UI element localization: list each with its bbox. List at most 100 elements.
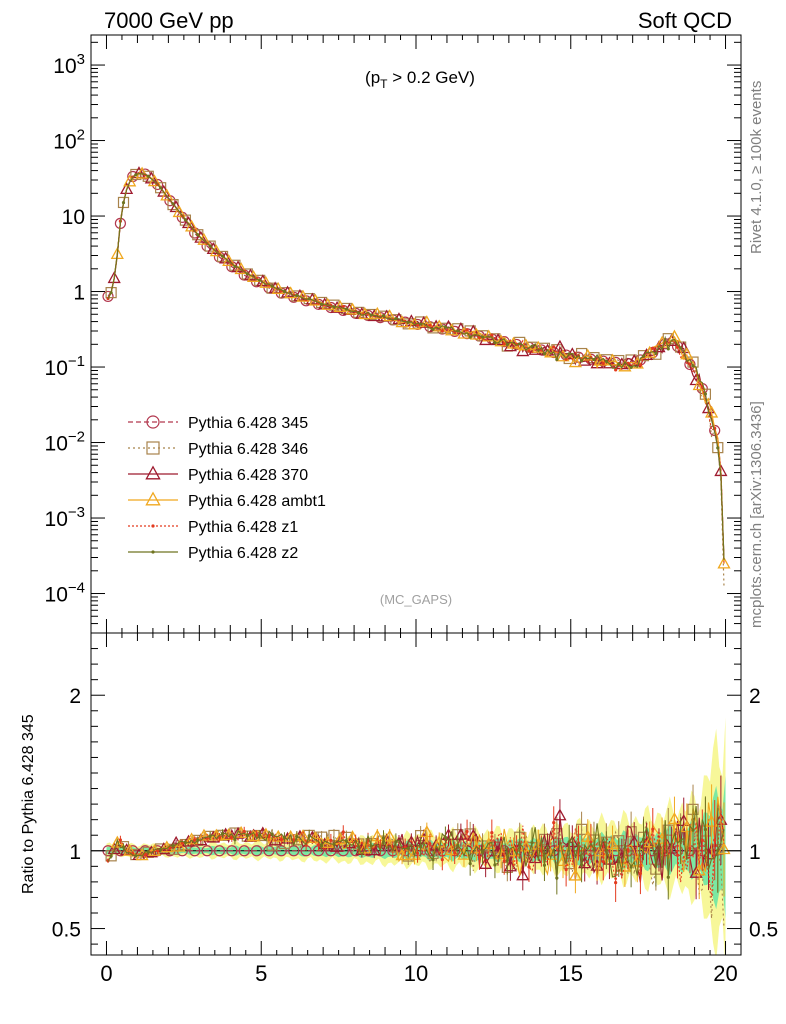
- ratio-y-tick-label-right: 1: [749, 841, 761, 864]
- ratio-point: [394, 840, 398, 844]
- data-point: [105, 287, 117, 299]
- ratio-y-tick-label-right: 2: [749, 685, 761, 708]
- y-tick-label: 103: [53, 51, 85, 78]
- ratio-point: [332, 842, 336, 846]
- legend-label: Pythia 6.428 z1: [188, 519, 298, 536]
- ratio-y-tick-label: 2: [69, 685, 81, 708]
- ratio-point: [270, 832, 274, 836]
- data-point: [357, 311, 361, 315]
- ratio-point: [357, 845, 361, 849]
- ratio-y-tick-label: 1: [69, 841, 81, 864]
- legend-label: Pythia 6.428 ambt1: [188, 493, 326, 510]
- x-tick-label: 5: [255, 961, 267, 986]
- data-point: [194, 230, 208, 243]
- ratio-point: [316, 843, 321, 847]
- ratio-point: [109, 854, 113, 858]
- ratio-point: [480, 850, 485, 854]
- ratio-point: [121, 845, 126, 849]
- ratio-point: [527, 865, 531, 869]
- data-point: [119, 182, 134, 195]
- ratio-point: [617, 855, 621, 860]
- ratio-point: [502, 859, 506, 863]
- x-tick-label: 0: [100, 961, 112, 986]
- ratio-point: [468, 862, 472, 866]
- ratio-point: [519, 839, 533, 852]
- ratio-point: [664, 841, 678, 854]
- data-point: [692, 378, 706, 391]
- ratio-point: [716, 848, 720, 853]
- pt-cut-annotation: (pT > 0.2 GeV): [365, 68, 475, 91]
- y-tick-label: 10: [62, 206, 85, 229]
- data-point: [542, 352, 547, 356]
- data-point: [567, 352, 571, 356]
- ratio-point: [654, 863, 658, 867]
- ratio-point: [465, 829, 469, 834]
- ratio-point: [601, 859, 605, 864]
- ratio-point: [415, 851, 420, 855]
- ratio-point: [530, 841, 534, 845]
- ratio-point: [267, 834, 271, 839]
- data-point: [494, 334, 508, 347]
- data-point: [493, 341, 497, 345]
- data-point: [468, 335, 472, 339]
- ratio-point: [105, 850, 117, 862]
- data-point: [102, 290, 114, 303]
- ratio-point: [518, 842, 522, 846]
- ratio-point: [319, 844, 324, 848]
- data-point: [184, 219, 199, 232]
- ratio-point: [143, 853, 147, 857]
- data-point: [160, 188, 174, 201]
- data-point: [552, 345, 556, 349]
- ratio-point: [226, 845, 238, 857]
- y-tick-label: 1: [73, 282, 85, 305]
- data-point: [540, 343, 555, 356]
- ratio-point: [552, 820, 556, 825]
- data-point: [381, 313, 386, 318]
- ratio-point: [295, 835, 299, 839]
- data-point: [505, 342, 509, 347]
- data-point: [319, 302, 324, 306]
- data-point: [502, 342, 506, 346]
- ratio-point: [419, 845, 423, 849]
- ratio-point: [679, 838, 683, 843]
- y-tick-label: 10−3: [45, 504, 85, 531]
- ratio-point: [477, 855, 482, 859]
- data-point: [431, 327, 435, 331]
- ratio-point: [196, 838, 200, 842]
- data-point: [638, 363, 643, 367]
- data-point: [344, 307, 348, 311]
- ratio-point: [493, 863, 497, 867]
- data-point: [123, 174, 137, 187]
- ratio-point: [406, 846, 410, 850]
- ratio-point: [420, 825, 434, 838]
- data-point: [270, 284, 274, 288]
- data-point: [666, 347, 670, 351]
- ratio-point: [146, 850, 150, 854]
- legend-label: Pythia 6.428 345: [188, 415, 308, 432]
- y-tick-label: 10−4: [45, 580, 85, 607]
- legend-label: Pythia 6.428 z2: [188, 545, 298, 562]
- data-point: [233, 264, 237, 269]
- ratio-point: [453, 851, 457, 855]
- data-point: [605, 353, 620, 366]
- data-point: [530, 344, 534, 348]
- ratio-point: [159, 848, 163, 852]
- ratio-point: [381, 836, 386, 840]
- ratio-point: [344, 839, 348, 843]
- data-point: [332, 305, 336, 309]
- data-point: [456, 329, 460, 333]
- data-point: [679, 346, 683, 350]
- process-label: Soft QCD: [637, 8, 732, 33]
- ratio-point: [555, 876, 559, 880]
- ratio-point: [107, 842, 121, 855]
- ratio-point: [183, 840, 188, 845]
- ratio-point: [651, 827, 655, 831]
- data-point: [172, 205, 186, 218]
- ratio-point: [155, 849, 160, 853]
- ratio-point: [456, 843, 460, 848]
- data-point: [130, 168, 142, 181]
- data-point: [604, 359, 608, 363]
- ratio-point: [505, 858, 509, 863]
- data-point: [222, 254, 236, 267]
- legend-marker: [146, 441, 160, 455]
